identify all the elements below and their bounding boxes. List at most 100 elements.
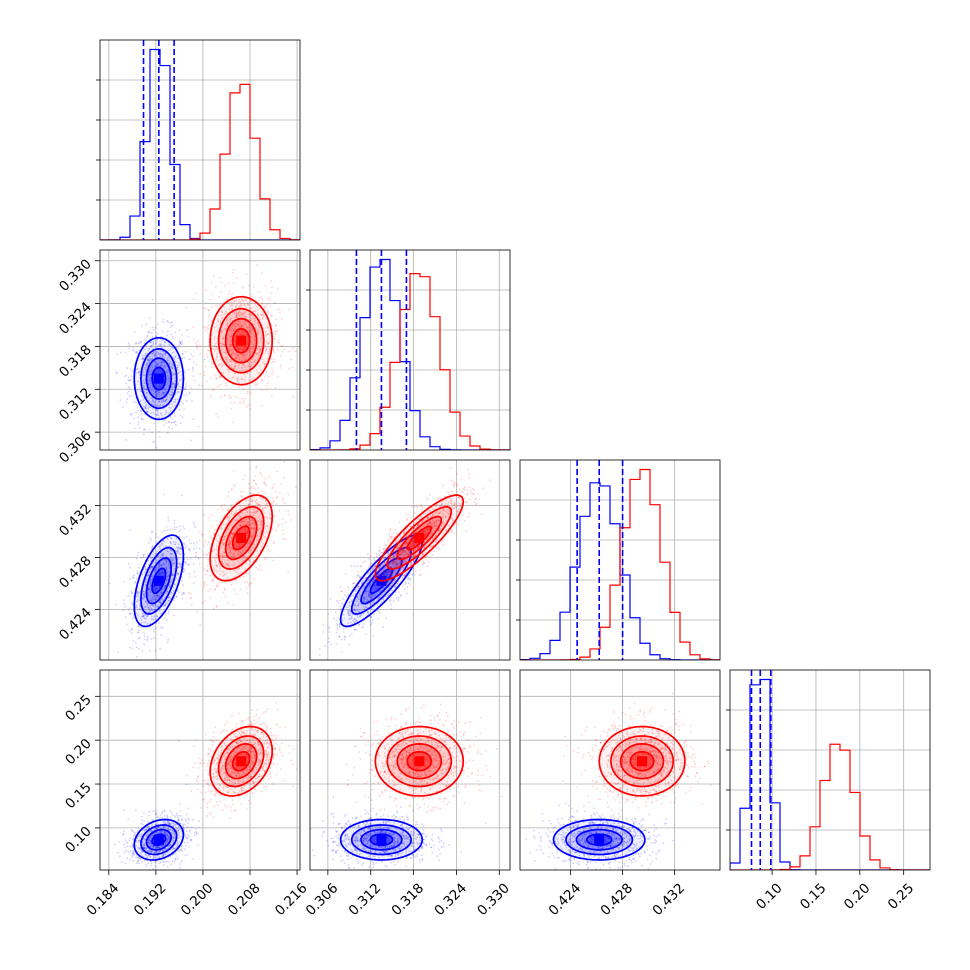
sample-point [162, 339, 165, 342]
sample-point [240, 516, 242, 519]
sample-point [149, 591, 152, 594]
sample-point [241, 367, 243, 369]
sample-point [239, 325, 242, 328]
sample-point [148, 588, 150, 591]
sample-point [426, 496, 429, 499]
sample-point [221, 338, 224, 341]
sample-point [235, 396, 238, 399]
sample-point [385, 617, 388, 619]
sample-point [136, 599, 139, 601]
sample-point [142, 374, 145, 377]
sample-point [195, 344, 198, 347]
sample-point [223, 343, 226, 346]
histogram-series-1 [100, 83, 300, 240]
sample-point [231, 345, 233, 347]
sample-point [229, 339, 232, 342]
sample-point [259, 336, 262, 339]
sample-point [137, 371, 140, 374]
sample-point [215, 554, 218, 556]
sample-point [190, 542, 193, 545]
sample-point [184, 563, 187, 566]
sample-point [151, 556, 154, 558]
sample-point [247, 544, 250, 547]
sample-point [166, 359, 169, 361]
sample-point [172, 590, 175, 592]
sample-point [183, 369, 186, 372]
sample-point [194, 551, 197, 554]
sample-point [149, 384, 152, 387]
sample-point [159, 404, 162, 406]
sample-point [108, 582, 111, 585]
sample-point [158, 601, 161, 604]
sample-point [223, 394, 226, 397]
sample-point [265, 502, 268, 505]
sample-point [172, 562, 175, 565]
sample-point [471, 488, 474, 490]
sample-point [264, 483, 267, 486]
sample-point [152, 347, 154, 350]
sample-point [244, 357, 246, 360]
sample-point [260, 348, 263, 350]
sample-point [127, 347, 130, 350]
sample-point [225, 319, 228, 322]
sample-point [336, 624, 339, 626]
sample-point [172, 363, 174, 366]
sample-point [145, 388, 148, 391]
sample-point [280, 355, 282, 357]
sample-point [235, 356, 237, 359]
sample-point [145, 581, 147, 584]
sample-point [159, 647, 162, 650]
sample-point [170, 537, 173, 539]
sample-point [269, 517, 272, 520]
sample-point [184, 385, 187, 388]
sample-point [229, 290, 231, 293]
sample-point [220, 506, 223, 508]
sample-point [238, 313, 241, 316]
sample-point [192, 326, 195, 328]
sample-point [163, 392, 165, 394]
sample-point [284, 538, 286, 541]
sample-point [230, 503, 233, 506]
sample-point [240, 495, 243, 498]
sample-point [153, 595, 156, 598]
sample-point [258, 296, 261, 299]
sample-point [437, 546, 440, 549]
sample-point [224, 595, 227, 598]
sample-point [116, 353, 119, 356]
sample-point [261, 313, 263, 316]
sample-point [242, 334, 245, 336]
sample-point [149, 537, 151, 539]
sample-point [235, 313, 238, 316]
sample-point [213, 548, 215, 550]
sample-point [370, 623, 372, 626]
sample-point [378, 547, 381, 549]
sample-point [155, 396, 158, 398]
sample-point [151, 596, 154, 599]
sample-point [264, 285, 267, 287]
sample-point [264, 556, 267, 559]
sample-point [162, 360, 165, 363]
sample-point [158, 368, 161, 371]
sample-point [243, 364, 245, 366]
sample-point [261, 302, 264, 304]
sample-point [149, 367, 152, 370]
sample-point [328, 631, 331, 633]
sample-point [148, 542, 150, 544]
sample-point [148, 571, 151, 573]
sample-point [141, 615, 143, 618]
sample-point [172, 599, 175, 601]
sample-point [288, 367, 290, 370]
sample-point [143, 428, 146, 431]
sample-point [156, 414, 159, 416]
sample-point [267, 545, 270, 547]
sample-point [156, 332, 159, 335]
sample-point [292, 346, 295, 349]
sample-point [154, 598, 157, 600]
sample-point [164, 545, 167, 548]
sample-point [133, 417, 136, 420]
sample-point [266, 333, 269, 335]
sample-point [136, 592, 139, 595]
sample-point [174, 541, 177, 543]
sample-point [237, 498, 240, 501]
sample-point [226, 325, 229, 328]
